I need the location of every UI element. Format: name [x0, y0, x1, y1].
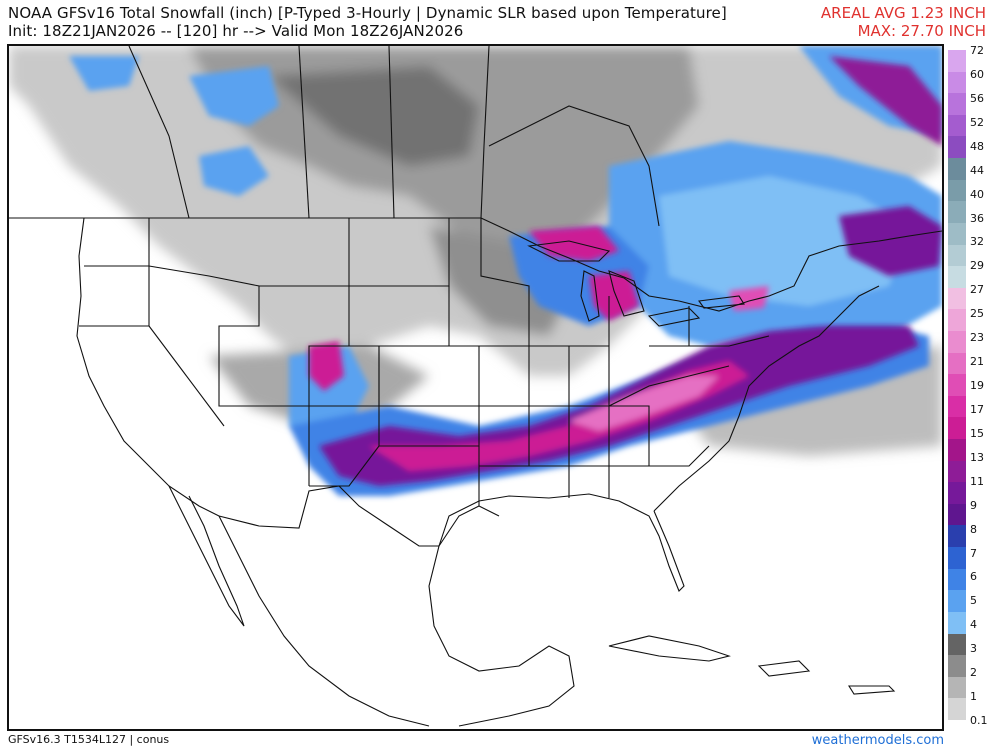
state-country-boundaries [9, 46, 942, 727]
legend-label: 27 [970, 283, 984, 297]
legend-swatch [948, 568, 966, 591]
legend-swatch [948, 136, 966, 159]
init-valid-line: Init: 18Z21JAN2026 -- [120] hr --> Valid… [8, 22, 464, 40]
maximum-snowfall: MAX: 27.70 INCH [857, 22, 986, 40]
legend-swatch [948, 352, 966, 375]
legend-label: 25 [970, 307, 984, 321]
legend-swatch [948, 114, 966, 137]
legend-swatch [948, 179, 966, 202]
legend-swatch [948, 309, 966, 332]
legend-label: 13 [970, 450, 984, 464]
legend-label: 1 [970, 690, 977, 704]
legend-swatch [948, 698, 966, 721]
legend-label: 6 [970, 570, 977, 584]
legend-label: 8 [970, 522, 977, 536]
legend-label: 15 [970, 426, 984, 440]
legend-label: 2 [970, 666, 977, 680]
areal-average: AREAL AVG 1.23 INCH [820, 4, 986, 22]
site-label: weathermodels.com [811, 733, 944, 748]
legend-swatch [948, 222, 966, 245]
legend-label: 9 [970, 498, 977, 512]
legend-swatch [948, 266, 966, 289]
legend-swatch [948, 395, 966, 418]
legend-label: 48 [970, 139, 984, 153]
map-title: NOAA GFSv16 Total Snowfall (inch) [P-Typ… [8, 4, 727, 22]
legend-label: 52 [970, 115, 984, 129]
legend-swatch [948, 201, 966, 224]
legend-label: 56 [970, 91, 984, 105]
legend-swatch [948, 611, 966, 635]
legend-swatch [948, 330, 966, 354]
legend-swatch [948, 71, 966, 94]
legend-label: 60 [970, 67, 984, 81]
legend-swatch [948, 417, 966, 440]
legend-swatch [948, 676, 966, 699]
legend-swatch [948, 158, 966, 181]
legend-label: 3 [970, 642, 977, 656]
legend-swatch [948, 482, 966, 505]
legend-label: 23 [970, 331, 984, 345]
legend-swatch [948, 503, 966, 526]
legend-swatch [948, 547, 966, 570]
legend-label: 21 [970, 355, 984, 369]
legend-swatch [948, 244, 966, 267]
legend-label: 5 [970, 594, 977, 608]
snowfall-legend [948, 50, 966, 721]
legend-swatch [948, 287, 966, 310]
legend-swatch [948, 50, 966, 73]
legend-label: 36 [970, 211, 984, 225]
legend-swatch [948, 525, 966, 548]
legend-label: 40 [970, 187, 984, 201]
legend-label: 17 [970, 402, 984, 416]
legend-label: 72 [970, 44, 984, 57]
legend-label: 0.1 [970, 714, 988, 727]
legend-label: 11 [970, 474, 984, 488]
legend-swatch [948, 655, 966, 678]
legend-swatch [948, 460, 966, 483]
legend-label: 29 [970, 259, 984, 273]
legend-swatch [948, 590, 966, 613]
legend-label: 32 [970, 235, 984, 249]
legend-label: 4 [970, 618, 977, 632]
model-label: GFSv16.3 T1534L127 | conus [8, 733, 170, 746]
legend-label: 7 [970, 546, 977, 560]
legend-swatch [948, 374, 966, 397]
legend-label: 44 [970, 163, 984, 177]
legend-swatch [948, 633, 966, 656]
snowfall-map [7, 44, 944, 731]
legend-label: 19 [970, 379, 984, 392]
legend-swatch [948, 93, 966, 116]
legend-swatch [948, 439, 966, 462]
